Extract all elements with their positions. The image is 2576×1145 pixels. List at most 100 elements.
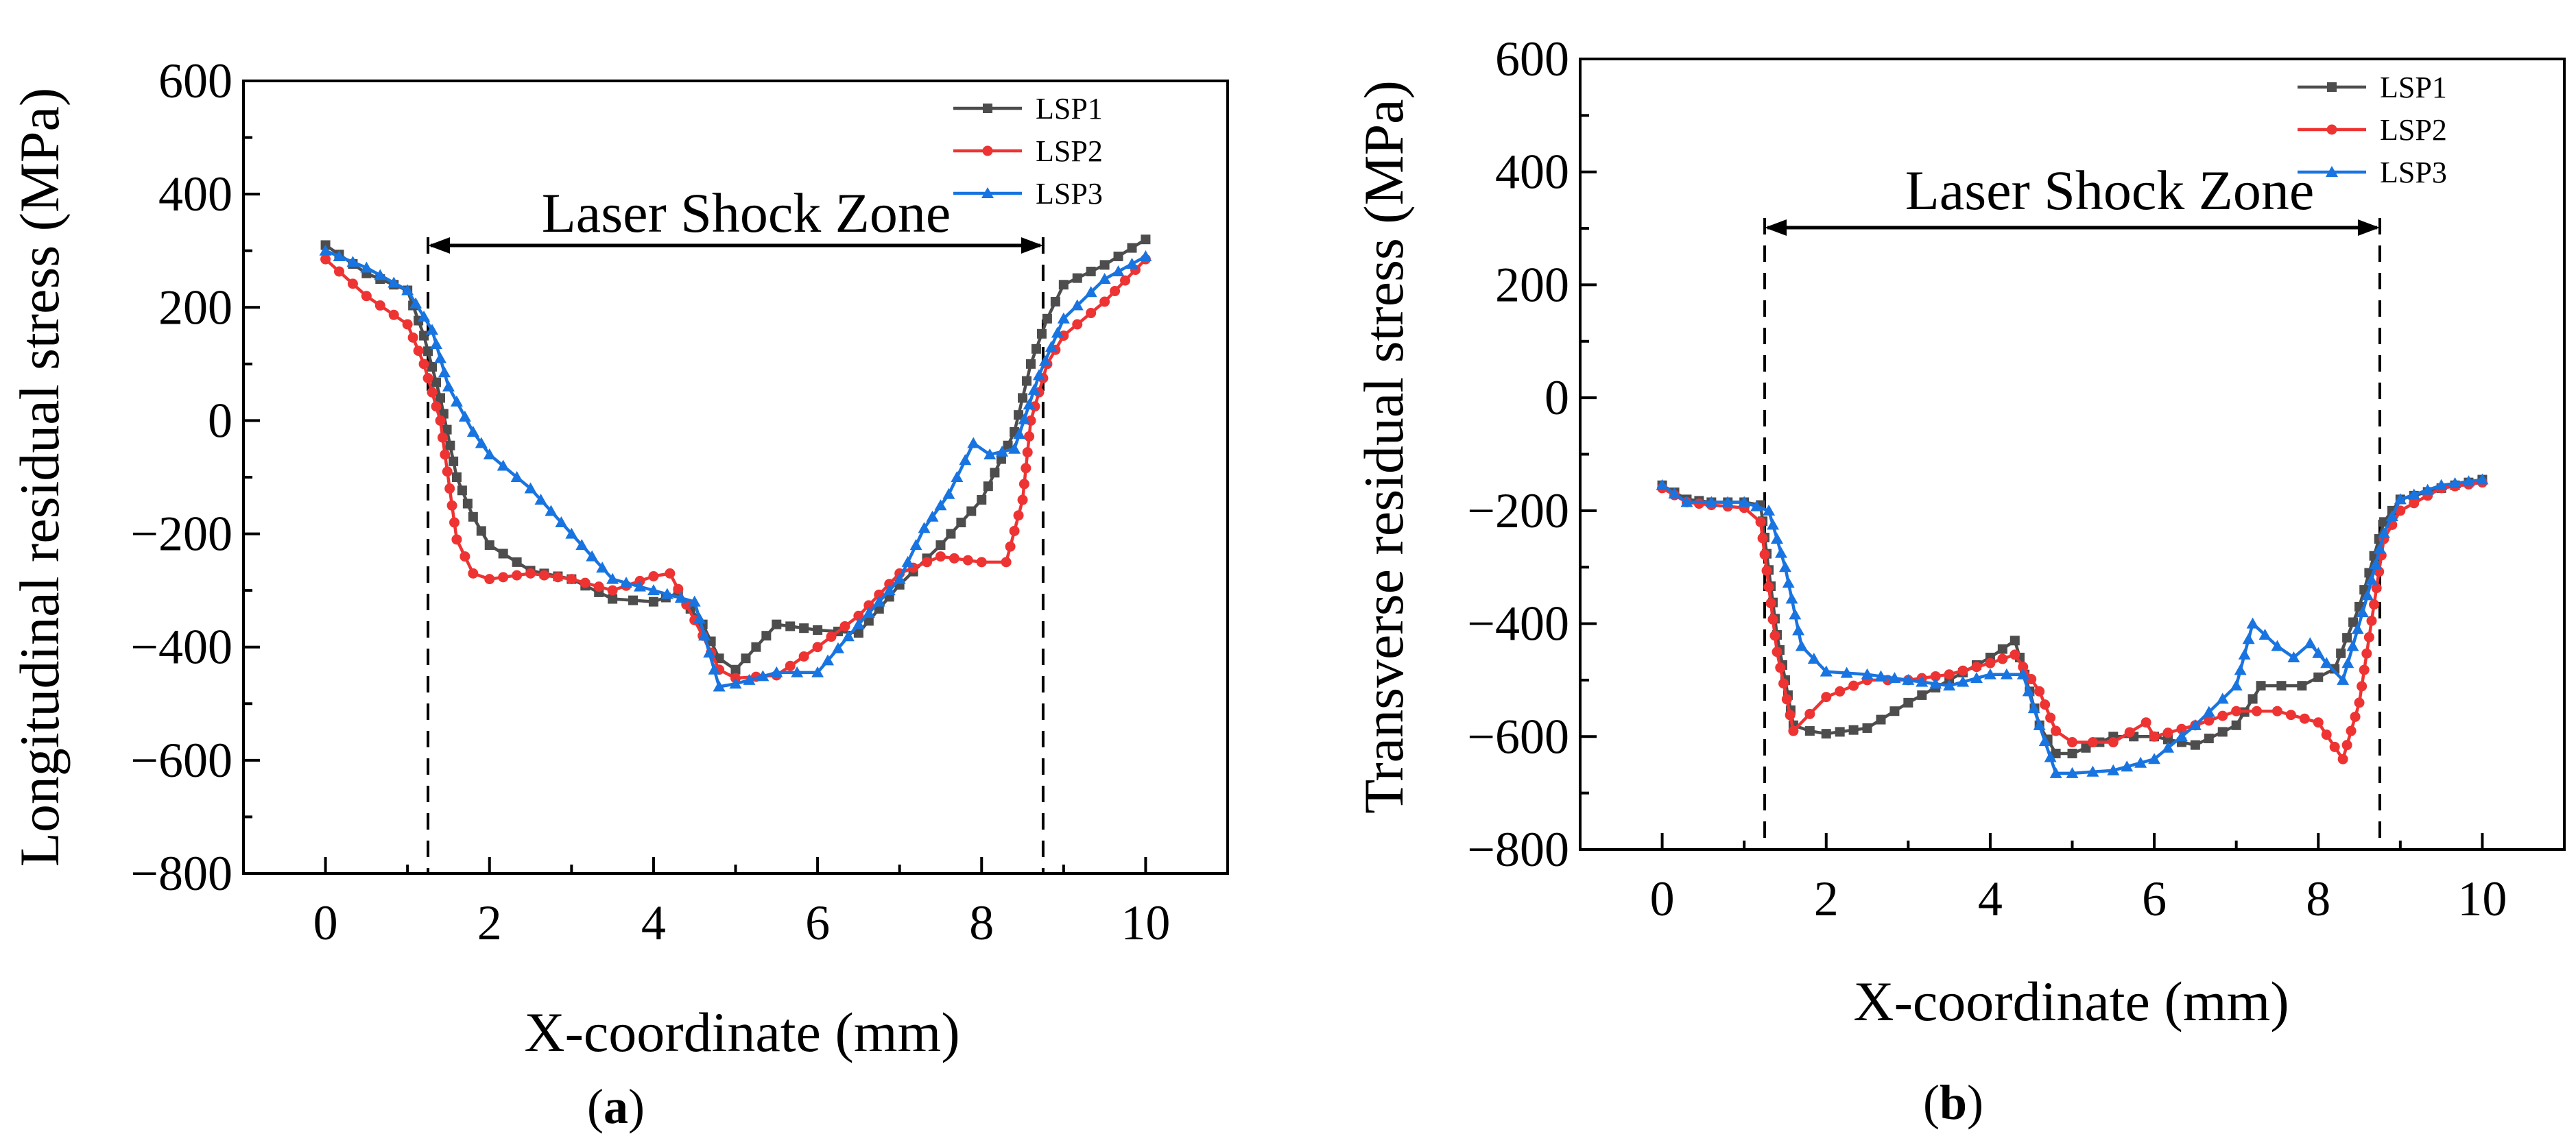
x-axis-title: X-coordinate (mm) [524, 1001, 959, 1063]
marker-square [2051, 748, 2061, 758]
x-tick-label: 4 [1978, 871, 2003, 926]
y-axis-title: Transverse residual stress (MPa) [1352, 80, 1415, 814]
marker-triangle [852, 618, 865, 629]
legend-item-lsp3: LSP3 [953, 177, 1103, 210]
marker-triangle [1902, 673, 1915, 685]
zone-label: Laser Shock Zone [1905, 159, 2315, 221]
marker-triangle [674, 592, 687, 603]
marker-circle [853, 610, 864, 621]
marker-circle [2285, 710, 2296, 721]
marker-square [1997, 644, 2007, 654]
marker-circle [418, 359, 429, 370]
marker-square [468, 511, 478, 522]
marker-triangle [1027, 383, 1040, 395]
marker-triangle [981, 187, 994, 198]
marker-circle [1767, 614, 1778, 625]
marker-square [1018, 393, 1028, 403]
marker-circle [2140, 717, 2151, 728]
marker-square [2256, 681, 2266, 691]
marker-triangle [1774, 546, 1787, 558]
y-tick-label: 400 [1495, 145, 1569, 200]
marker-triangle [2271, 640, 2284, 651]
marker-circle [498, 572, 509, 583]
marker-triangle [831, 642, 844, 653]
marker-triangle [2346, 640, 2359, 651]
marker-circle [2313, 717, 2324, 728]
marker-triangle [791, 666, 804, 677]
zone-arrow-head-left [1765, 219, 1787, 236]
series-lsp3 [1656, 473, 2489, 778]
y-tick-label: 600 [1495, 32, 1569, 86]
marker-triangle [2016, 668, 2029, 679]
marker-triangle [1792, 624, 1805, 636]
marker-square [1889, 706, 1900, 716]
panel-label: (b) [1923, 1075, 1983, 1130]
marker-circle [1997, 653, 2008, 664]
marker-triangle [450, 395, 463, 407]
marker-square [1903, 697, 1913, 708]
y-tick-label: −600 [130, 733, 232, 788]
marker-triangle [1750, 500, 1763, 511]
marker-triangle [660, 588, 673, 599]
marker-circle [2176, 723, 2187, 734]
marker-triangle [729, 677, 742, 689]
marker-triangle [1807, 653, 1820, 664]
marker-circle [361, 291, 372, 302]
marker-circle [1765, 598, 1776, 609]
marker-square [445, 440, 455, 450]
x-tick-label: 0 [313, 895, 338, 950]
legend-item-lsp3: LSP3 [2298, 156, 2447, 189]
legend-item-lsp2: LSP2 [953, 134, 1103, 168]
marker-triangle [2361, 589, 2374, 601]
marker-triangle [2462, 475, 2475, 487]
series-markers [319, 244, 1152, 692]
marker-square [2231, 720, 2241, 730]
marker-triangle [1668, 487, 1681, 499]
marker-triangle [555, 516, 568, 528]
marker-circle [1778, 678, 1789, 689]
marker-triangle [2086, 765, 2099, 777]
marker-square [457, 485, 467, 496]
marker-triangle [418, 311, 431, 322]
marker-triangle [596, 562, 609, 573]
marker-triangle [934, 499, 947, 511]
marker-square [785, 621, 796, 631]
y-tick-label: −200 [1467, 483, 1569, 538]
marker-triangle [1795, 640, 1808, 651]
marker-triangle [2202, 706, 2215, 717]
zone-arrow-head-left [428, 237, 451, 254]
marker-circle [334, 266, 345, 277]
marker-circle [2087, 737, 2098, 748]
marker-triangle [534, 494, 547, 505]
marker-square [2348, 617, 2359, 627]
x-tick-label: 8 [969, 895, 994, 950]
marker-circle [444, 483, 455, 494]
marker-triangle [1782, 577, 1795, 588]
marker-square [436, 393, 445, 403]
marker-square [2081, 743, 2091, 753]
marker-circle [2108, 737, 2119, 748]
marker-circle [648, 571, 659, 581]
marker-triangle [2448, 477, 2461, 489]
y-tick-label: −800 [130, 846, 232, 901]
marker-square [1003, 440, 1013, 450]
marker-square [741, 653, 751, 664]
marker-circle [2371, 583, 2382, 594]
marker-square [799, 623, 809, 634]
marker-triangle [1013, 428, 1026, 439]
marker-square [628, 595, 639, 605]
marker-triangle [1771, 533, 1783, 544]
marker-circle [446, 500, 457, 511]
marker-triangle [1112, 265, 1125, 276]
marker-triangle [1957, 675, 1970, 687]
marker-triangle [1983, 668, 1996, 679]
marker-square [1821, 729, 1831, 739]
marker-triangle [2326, 166, 2338, 177]
x-axis-title: X-coordinate (mm) [1853, 970, 2289, 1033]
marker-triangle [883, 584, 896, 596]
marker-circle [1110, 286, 1121, 297]
marker-square [2336, 648, 2346, 658]
marker-triangle [586, 550, 599, 562]
marker-triangle [2066, 767, 2079, 778]
marker-triangle [1874, 670, 1887, 682]
